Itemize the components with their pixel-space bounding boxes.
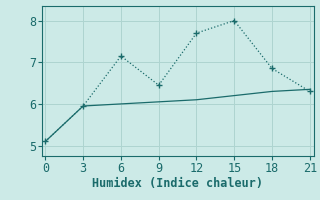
X-axis label: Humidex (Indice chaleur): Humidex (Indice chaleur) [92, 177, 263, 190]
